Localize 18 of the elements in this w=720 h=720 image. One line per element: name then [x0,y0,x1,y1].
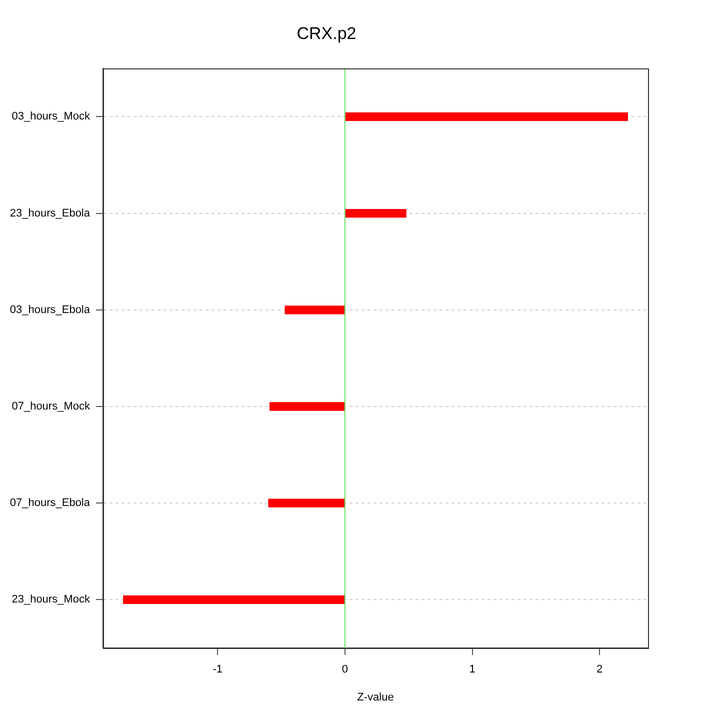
y-tick-label: 23_hours_Ebola [10,207,91,220]
bar [268,498,345,508]
x-tick-label: -1 [212,664,222,676]
y-tick-label: 03_hours_Mock [12,110,90,123]
y-tick-label: 07_hours_Mock [12,400,90,413]
bar [269,402,345,411]
bar [123,595,345,604]
y-tick-label: 07_hours_Ebola [10,497,91,510]
bar [284,306,345,314]
bar [345,112,628,122]
y-tick-label: 23_hours_Mock [12,594,90,606]
y-tick-label: 03_hours_Ebola [10,304,91,316]
x-tick-label: 2 [596,664,603,676]
chart-title: CRX.p2 [296,24,356,43]
bar [345,208,406,218]
x-tick-label: 0 [342,664,348,676]
x-axis-title: Z-value [357,691,394,704]
x-tick-label: 1 [469,664,476,676]
